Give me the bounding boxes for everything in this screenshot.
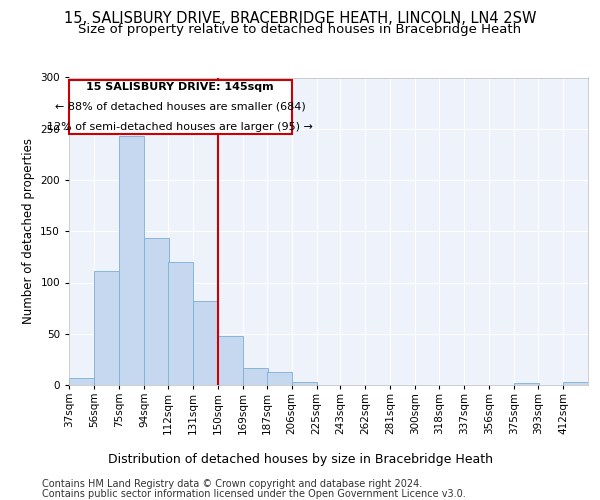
Bar bbox=[292, 382, 317, 385]
Text: Distribution of detached houses by size in Bracebridge Heath: Distribution of detached houses by size … bbox=[107, 452, 493, 466]
Text: 15 SALISBURY DRIVE: 145sqm: 15 SALISBURY DRIVE: 145sqm bbox=[86, 82, 274, 92]
Bar bbox=[514, 383, 539, 385]
Text: ← 88% of detached houses are smaller (684): ← 88% of detached houses are smaller (68… bbox=[55, 102, 305, 112]
Bar bbox=[144, 238, 169, 385]
Bar bbox=[218, 336, 243, 385]
Text: Size of property relative to detached houses in Bracebridge Heath: Size of property relative to detached ho… bbox=[79, 22, 521, 36]
Bar bbox=[243, 368, 268, 385]
Bar bbox=[69, 378, 94, 385]
Y-axis label: Number of detached properties: Number of detached properties bbox=[22, 138, 35, 324]
Bar bbox=[94, 271, 119, 385]
Bar bbox=[193, 301, 218, 385]
Bar bbox=[119, 136, 144, 385]
Text: Contains HM Land Registry data © Crown copyright and database right 2024.: Contains HM Land Registry data © Crown c… bbox=[42, 479, 422, 489]
Bar bbox=[563, 382, 588, 385]
Text: Contains public sector information licensed under the Open Government Licence v3: Contains public sector information licen… bbox=[42, 489, 466, 499]
Text: 12% of semi-detached houses are larger (95) →: 12% of semi-detached houses are larger (… bbox=[47, 122, 313, 132]
Text: 15, SALISBURY DRIVE, BRACEBRIDGE HEATH, LINCOLN, LN4 2SW: 15, SALISBURY DRIVE, BRACEBRIDGE HEATH, … bbox=[64, 11, 536, 26]
Bar bbox=[266, 372, 292, 385]
Bar bbox=[168, 262, 193, 385]
Bar bbox=[69, 80, 292, 134]
